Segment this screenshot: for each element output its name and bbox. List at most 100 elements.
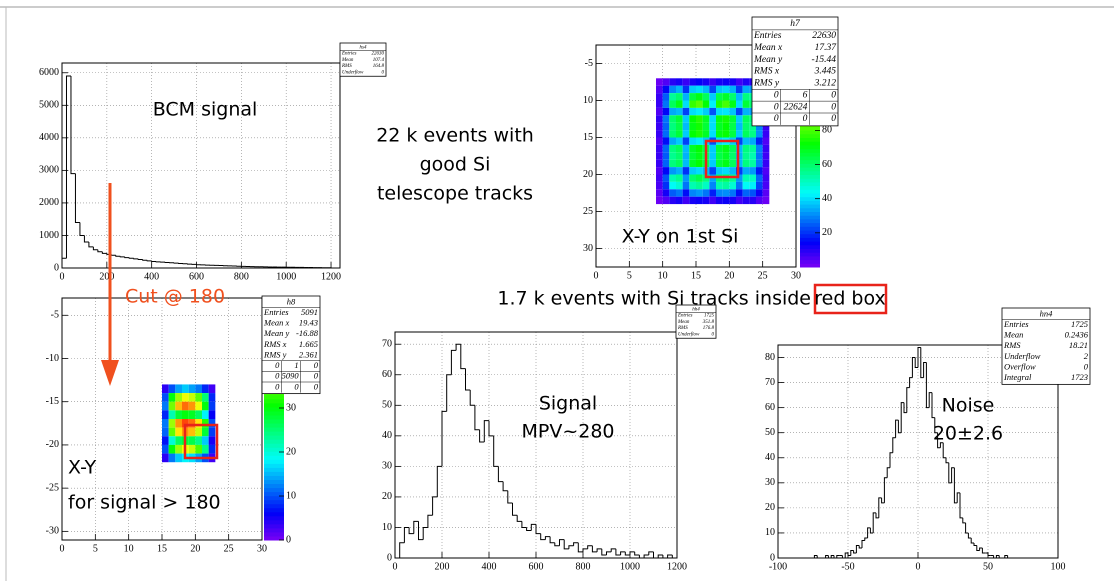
- annotation: 20±2.6: [933, 423, 1003, 445]
- heatmap-cell: [662, 152, 670, 160]
- histogram-bin: [925, 362, 930, 409]
- stats-label: RMS x: [263, 339, 287, 349]
- colorbar-slice: [800, 144, 820, 150]
- heatmap-cell: [762, 122, 770, 131]
- heatmap-cell: [689, 93, 696, 101]
- heatmap-cell: [175, 436, 182, 445]
- heatmap-cell: [208, 401, 216, 411]
- histogram-bin: [563, 539, 569, 550]
- heatmap-cell: [729, 107, 736, 116]
- histogram-bin: [124, 256, 130, 259]
- heatmap-cell: [729, 181, 736, 190]
- y-tick-label: 0: [770, 552, 775, 563]
- stats-grid-value: 0: [294, 381, 299, 391]
- x-tick-label: 100: [1051, 561, 1066, 572]
- histogram-bin: [937, 432, 941, 449]
- heatmap-cell: [168, 393, 176, 402]
- histogram-bin: [554, 542, 560, 547]
- heatmap-cell: [709, 181, 716, 190]
- heatmap-cell: [662, 93, 670, 101]
- colorbar-slice: [800, 185, 820, 190]
- heatmap-cell: [709, 167, 716, 175]
- histogram-bin: [813, 554, 818, 558]
- stats-grid-value: 0: [831, 114, 836, 124]
- heatmap-cell: [662, 174, 670, 182]
- y-tick-label: 5000: [39, 100, 59, 111]
- slide-text: 22 k events with: [376, 125, 534, 147]
- heatmap-cell: [722, 100, 730, 108]
- y-tick-label: 4000: [39, 132, 59, 143]
- histogram-bin: [903, 402, 907, 414]
- heatmap-cell: [716, 130, 723, 138]
- stats-label: Mean: [677, 320, 690, 325]
- heatmap-cell: [662, 137, 670, 145]
- heatmap-cell: [729, 144, 736, 153]
- colorbar-label: 30: [286, 402, 296, 413]
- histogram-bin: [573, 542, 579, 546]
- heatmap-cell: [702, 93, 710, 101]
- x-tick-label: 200: [99, 271, 114, 282]
- heatmap-cell: [682, 107, 690, 116]
- heatmap-cell: [696, 196, 703, 205]
- y-tick-label: 0: [54, 262, 59, 273]
- heatmap-cell: [689, 189, 696, 197]
- heatmap-cell: [696, 93, 703, 101]
- y-tick-label: 40: [382, 430, 392, 441]
- heatmap-cell: [742, 115, 750, 123]
- heatmap-cell: [669, 107, 676, 116]
- heatmap-cell: [696, 174, 703, 182]
- y-tick-label: 10: [382, 522, 392, 533]
- heatmap-cell: [696, 85, 703, 94]
- x-tick-label: 15: [157, 543, 167, 554]
- histogram-bin: [79, 222, 85, 236]
- heatmap-cell: [742, 159, 750, 168]
- histogram-bin: [987, 552, 991, 556]
- histogram-bin: [869, 527, 874, 534]
- histogram-bin: [976, 545, 980, 551]
- heatmap-cell: [709, 189, 716, 197]
- heatmap-cell: [742, 107, 750, 116]
- x-tick-label: 1000: [276, 271, 296, 282]
- annotation: for signal > 180: [68, 492, 221, 514]
- heatmap-cell: [676, 152, 683, 160]
- histogram-bin: [497, 466, 504, 483]
- heatmap-cell: [742, 144, 750, 153]
- heatmap-cell: [662, 100, 670, 108]
- heatmap-cell: [736, 115, 743, 123]
- heatmap-cell: [682, 196, 690, 205]
- heatmap-cell: [682, 189, 690, 197]
- stats-value: 3.445: [814, 67, 837, 77]
- heatmap-cell: [195, 436, 202, 445]
- colorbar-slice: [264, 435, 284, 440]
- heatmap-cell: [676, 159, 683, 168]
- colorbar-slice: [264, 471, 284, 476]
- heatmap-cell: [749, 137, 756, 145]
- heatmap-cell: [682, 115, 690, 123]
- heatmap-cell: [188, 384, 196, 394]
- histogram-bin: [634, 551, 640, 556]
- stats-value: 5091: [301, 307, 318, 317]
- heatmap-cell: [682, 93, 690, 101]
- colorbar-slice: [264, 447, 284, 452]
- heatmap-cell: [656, 167, 663, 175]
- x-tick-label: 800: [576, 561, 591, 572]
- heatmap-cell: [722, 115, 730, 123]
- histogram-bin: [399, 542, 405, 558]
- heatmap-cell: [662, 130, 670, 138]
- heatmap-cell: [749, 144, 756, 153]
- stats-label: Underflow: [678, 332, 700, 337]
- annotation: MPV~280: [521, 421, 614, 443]
- heatmap-cell: [208, 444, 216, 454]
- stats-value: 1723: [1071, 372, 1088, 382]
- heatmap-cell: [175, 453, 182, 463]
- histogram-bin: [620, 551, 626, 555]
- histogram-bin: [465, 368, 471, 391]
- histogram-bin: [895, 419, 899, 438]
- heatmap-cell: [168, 401, 176, 411]
- colorbar-slice: [800, 204, 820, 209]
- heatmap-cell: [749, 152, 756, 160]
- histogram-bin: [591, 545, 598, 553]
- heatmap-cell: [656, 100, 663, 108]
- histogram-bin: [128, 257, 134, 259]
- heatmap-cell: [729, 122, 736, 131]
